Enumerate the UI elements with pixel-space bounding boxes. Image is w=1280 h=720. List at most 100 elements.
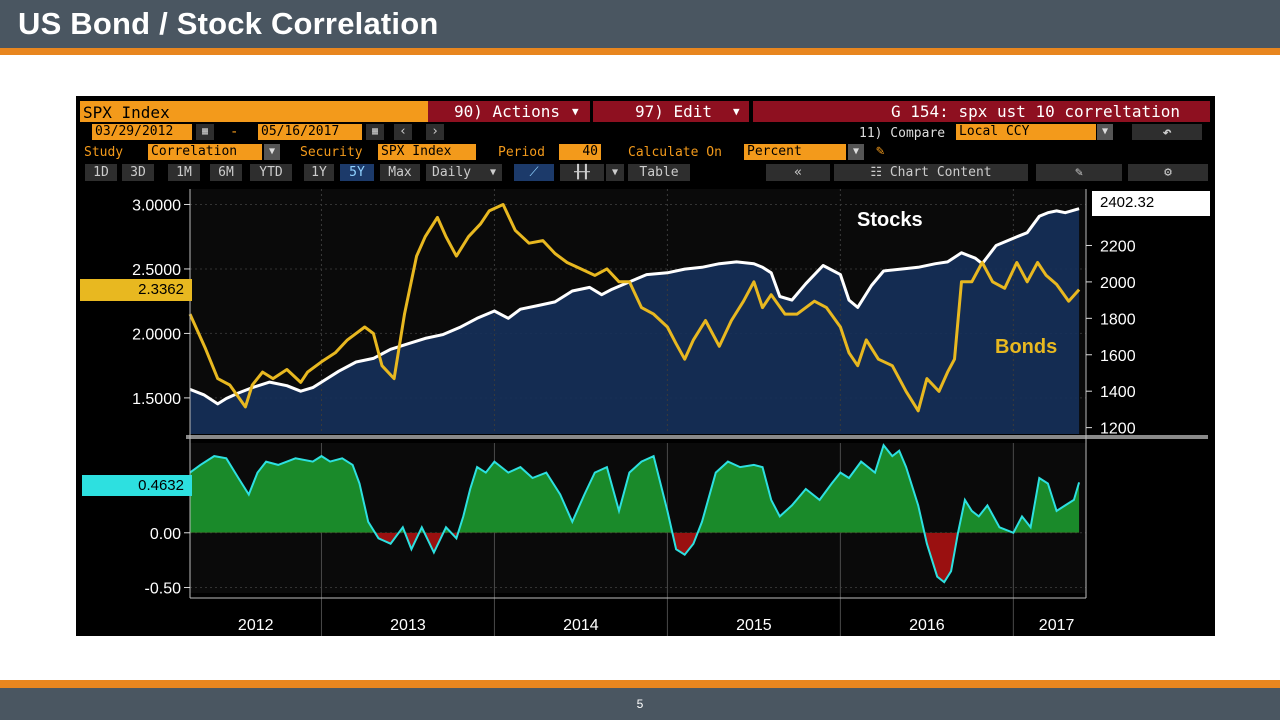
chart-content-icon: ☷ [870,165,890,180]
double-chevron-left-icon[interactable]: « [766,164,830,181]
bonds-current-tag: 2.3362 [80,279,192,301]
slide-footer: 5 [0,688,1280,720]
frequency-value: Daily [432,165,472,180]
chevron-left-icon[interactable]: ‹ [394,124,412,140]
table-button[interactable]: Table [628,164,690,181]
chevron-down-icon[interactable]: ▼ [264,144,280,160]
calculate-on-value: Percent [747,144,802,159]
range-6m-button[interactable]: 6M [210,164,242,181]
bonds-current-value: 2.3362 [138,281,184,298]
stocks-current-value: 2402.32 [1100,194,1155,211]
back-arrow-icon[interactable]: ↶ [1132,124,1202,140]
period-field[interactable]: 40 [559,144,601,160]
date-separator: - [230,124,239,140]
currency-select[interactable]: Local CCY [956,124,1096,140]
left-axis-tick-label: 1.5000 [132,391,181,408]
correlation-positive-area [190,445,1080,533]
calculate-on-select[interactable]: Percent [744,144,846,160]
range-5y-button[interactable]: 5Y [340,164,374,181]
chart-title: G 154: spx ust 10 correltation [891,102,1180,121]
right-axis-tick-label: 1800 [1100,311,1136,328]
left-axis-tick-label: 2.5000 [132,262,181,279]
line-chart-icon[interactable]: ⟋ [514,164,554,181]
correlation-current-tag: 0.4632 [82,475,192,496]
end-date-value: 05/16/2017 [261,124,340,139]
currency-value: Local CCY [959,124,1030,139]
chevron-down-icon: ▼ [733,105,740,118]
security-value: SPX Index [381,144,452,159]
chart-content-button[interactable]: ☷ Chart Content [834,164,1028,181]
range-label: 1D [93,165,109,180]
range-label: Max [388,165,412,180]
study-select[interactable]: Correlation [148,144,262,160]
period-label: Period [498,145,545,160]
range-label: 6M [218,165,234,180]
calendar-icon[interactable]: ▦ [366,124,384,140]
frequency-select[interactable]: Daily ▼ [426,164,502,181]
pencil-icon[interactable]: ✎ [876,143,885,159]
table-label: Table [639,165,679,180]
chevron-right-icon[interactable]: › [426,124,444,140]
range-max-button[interactable]: Max [380,164,420,181]
bonds-annotation: Bonds [995,336,1058,358]
period-value: 40 [582,144,598,159]
stocks-line [189,207,1080,406]
left-axis-tick-label: 3.0000 [132,197,181,214]
chart-title-bar: G 154: spx ust 10 correltation [753,101,1210,122]
start-date-field[interactable]: 03/29/2012 [92,124,192,140]
x-axis-tick-label: 2014 [563,617,599,634]
range-label: 3D [130,165,146,180]
study-label: Study [84,145,124,160]
compare-label[interactable]: 11) Compare [859,126,946,141]
actions-menu-button[interactable]: 90) Actions ▼ [428,101,590,122]
x-axis-tick-label: 2016 [909,617,945,634]
security-field[interactable]: SPX Index [378,144,476,160]
stocks-current-tag: 2402.32 [1092,191,1210,216]
chevron-down-icon: ▼ [489,167,496,178]
slide-title-bar: US Bond / Stock Correlation [0,0,1280,48]
panel-separator [186,435,1208,439]
terminal-chart-panel: SPX Index 90) Actions ▼ 97) Edit ▼ G 154… [76,96,1215,636]
bar-chart-icon[interactable]: ╂╂ [560,164,604,181]
edit-menu-button[interactable]: 97) Edit ▼ [593,101,749,122]
gear-icon[interactable]: ⚙ [1128,164,1208,181]
chevron-down-icon[interactable]: ▼ [606,164,624,181]
stocks-area [190,208,1080,434]
calculate-on-label: Calculate On [628,145,722,160]
correlation-chart: 3.0000 2.5000 2.0000 1.5000 2200 2000 1800 1600… [132,189,1208,636]
range-1d-button[interactable]: 1D [85,164,117,181]
calendar-icon[interactable]: ▦ [196,124,214,140]
range-3d-button[interactable]: 3D [122,164,154,181]
chart-content-label: Chart Content [889,165,992,180]
right-axis-tick-label: 2000 [1100,275,1136,292]
study-value: Correlation [151,144,238,159]
range-ytd-button[interactable]: YTD [250,164,292,181]
correlation-axis-tick-label: 0.00 [150,526,181,543]
page-number: 5 [636,697,644,711]
x-axis-tick-label: 2015 [736,617,772,634]
actions-menu-label: 90) Actions [454,102,560,121]
right-axis-tick-label: 1600 [1100,348,1136,365]
range-1y-button[interactable]: 1Y [304,164,334,181]
start-date-value: 03/29/2012 [95,124,174,139]
security-header: SPX Index [83,103,170,122]
right-axis-tick-label: 1400 [1100,384,1136,401]
bonds-line [188,203,1081,413]
range-1m-button[interactable]: 1M [168,164,200,181]
footer-accent-stripe [0,680,1280,688]
range-label: 5Y [349,165,365,180]
correlation-current-value: 0.4632 [138,477,184,494]
range-label: 1M [176,165,192,180]
chevron-down-icon: ▼ [572,105,579,118]
x-axis-tick-label: 2013 [390,617,426,634]
edit-chart-icon[interactable]: ✎ [1036,164,1122,181]
security-label: Security [300,145,363,160]
chevron-down-icon[interactable]: ▼ [1097,124,1113,140]
end-date-field[interactable]: 05/16/2017 [258,124,362,140]
correlation-line [189,443,1081,584]
left-axis-tick-label: 2.0000 [132,326,181,343]
edit-menu-label: 97) Edit [635,102,713,121]
header-accent-stripe [0,48,1280,55]
chevron-down-icon[interactable]: ▼ [848,144,864,160]
right-axis-tick-label: 1200 [1100,421,1136,438]
